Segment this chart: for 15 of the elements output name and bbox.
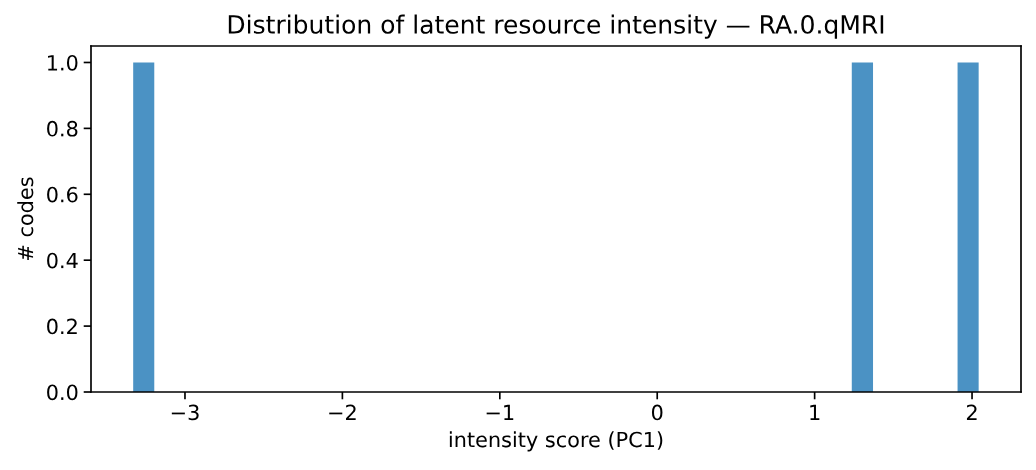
y-tick-label: 0.6	[47, 186, 78, 203]
y-tick-label: 1.0	[48, 54, 78, 71]
x-tick-label: −3	[171, 404, 199, 421]
x-tick-label: 1	[810, 404, 820, 420]
x-tick-label: 2	[966, 404, 977, 420]
chart-title: Distribution of latent resource intensity — RA.0.qMRI	[228, 14, 884, 39]
x-tick-label: −1	[486, 404, 514, 420]
x-tick-label: 0	[651, 404, 663, 421]
y-tick-label: 0.4	[47, 252, 78, 269]
x-axis-title: intensity score (PC1)	[449, 431, 663, 452]
y-tick-label: 0.8	[47, 120, 78, 137]
y-tick-label: 0.2	[47, 318, 77, 335]
y-tick-label: 0.0	[47, 384, 78, 401]
y-axis-title: # codes	[17, 177, 34, 260]
x-tick-label: −2	[329, 404, 356, 420]
